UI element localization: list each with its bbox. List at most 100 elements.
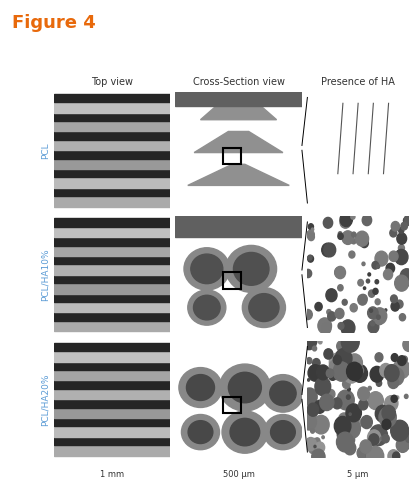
Bar <box>223 397 241 414</box>
Bar <box>54 427 170 437</box>
Circle shape <box>349 413 351 415</box>
Circle shape <box>318 340 322 344</box>
Circle shape <box>398 356 406 365</box>
Circle shape <box>399 314 406 321</box>
Bar <box>54 380 170 389</box>
Circle shape <box>380 437 384 441</box>
Circle shape <box>362 214 372 226</box>
Bar <box>54 294 170 302</box>
Circle shape <box>370 366 384 382</box>
Circle shape <box>308 379 310 381</box>
Circle shape <box>376 265 380 268</box>
Circle shape <box>401 271 413 286</box>
Circle shape <box>375 280 379 284</box>
Circle shape <box>397 233 407 244</box>
Circle shape <box>346 404 361 422</box>
Circle shape <box>398 432 413 449</box>
Circle shape <box>322 382 324 386</box>
Circle shape <box>338 233 343 240</box>
Circle shape <box>271 421 295 443</box>
Circle shape <box>382 405 395 421</box>
Circle shape <box>363 287 366 290</box>
Circle shape <box>395 249 408 265</box>
Circle shape <box>357 447 368 459</box>
Circle shape <box>343 380 350 388</box>
Circle shape <box>327 309 331 315</box>
Circle shape <box>339 413 350 426</box>
Circle shape <box>188 290 226 325</box>
Text: Figure 4: Figure 4 <box>12 14 96 32</box>
Circle shape <box>368 387 371 390</box>
Circle shape <box>307 403 318 416</box>
Circle shape <box>375 353 383 362</box>
Circle shape <box>388 375 399 387</box>
Circle shape <box>337 424 343 431</box>
Circle shape <box>361 415 372 428</box>
Circle shape <box>368 307 378 319</box>
Circle shape <box>382 419 391 429</box>
Circle shape <box>328 244 335 252</box>
Circle shape <box>264 415 302 450</box>
Circle shape <box>373 308 387 324</box>
Circle shape <box>360 295 367 303</box>
Circle shape <box>313 359 320 367</box>
Circle shape <box>336 313 339 315</box>
Circle shape <box>308 365 322 381</box>
Bar <box>54 246 170 256</box>
Circle shape <box>242 288 285 328</box>
Circle shape <box>338 232 342 236</box>
Circle shape <box>308 255 312 260</box>
Circle shape <box>344 419 361 438</box>
Circle shape <box>373 288 378 295</box>
Circle shape <box>326 369 334 377</box>
Circle shape <box>332 398 342 409</box>
Circle shape <box>341 320 355 336</box>
Circle shape <box>312 449 325 465</box>
Circle shape <box>263 375 303 412</box>
Circle shape <box>335 268 343 278</box>
Circle shape <box>358 387 369 401</box>
Circle shape <box>342 299 347 305</box>
Bar <box>54 312 170 321</box>
Circle shape <box>370 425 387 445</box>
Circle shape <box>404 394 408 399</box>
Circle shape <box>329 353 345 371</box>
Circle shape <box>399 228 404 233</box>
Circle shape <box>380 363 392 377</box>
Circle shape <box>311 340 313 343</box>
Circle shape <box>304 269 312 278</box>
Circle shape <box>377 315 380 319</box>
Circle shape <box>350 304 357 312</box>
Circle shape <box>313 415 329 434</box>
Circle shape <box>360 238 368 248</box>
Circle shape <box>342 231 354 244</box>
Polygon shape <box>194 132 283 153</box>
Circle shape <box>396 438 409 453</box>
Circle shape <box>233 253 269 285</box>
Bar <box>54 227 170 237</box>
Circle shape <box>352 364 368 382</box>
Circle shape <box>341 332 359 352</box>
Circle shape <box>226 245 277 292</box>
Bar <box>54 150 170 159</box>
Circle shape <box>347 354 362 372</box>
Circle shape <box>313 346 317 351</box>
Circle shape <box>403 338 413 351</box>
Text: PCL/HA10%: PCL/HA10% <box>41 248 50 301</box>
Circle shape <box>301 332 317 349</box>
Circle shape <box>186 375 214 401</box>
Circle shape <box>316 442 325 453</box>
Circle shape <box>393 359 410 378</box>
Bar <box>54 275 170 283</box>
Bar <box>54 113 170 121</box>
Circle shape <box>389 251 398 261</box>
Circle shape <box>351 232 356 237</box>
Circle shape <box>315 377 331 396</box>
Circle shape <box>375 299 380 305</box>
Circle shape <box>338 285 343 291</box>
Circle shape <box>302 388 317 405</box>
Circle shape <box>400 269 413 284</box>
Circle shape <box>308 233 314 241</box>
Circle shape <box>368 273 370 276</box>
Circle shape <box>402 356 407 362</box>
